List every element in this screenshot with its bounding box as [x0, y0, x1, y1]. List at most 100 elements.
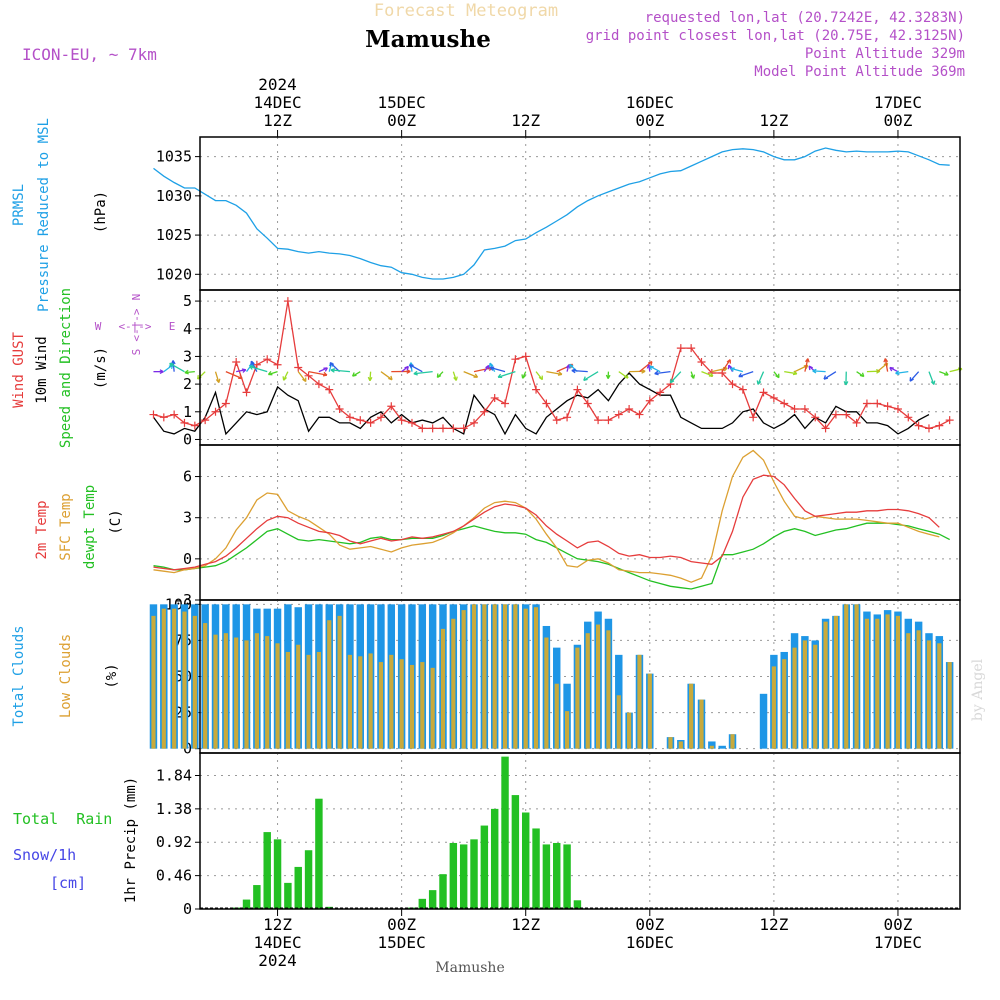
gust-marker — [438, 424, 447, 433]
bottom-time-label: 12Z — [511, 915, 540, 934]
rain-bar — [294, 866, 302, 909]
gust-marker — [294, 363, 303, 372]
wind-direction-arrow — [639, 361, 653, 373]
rain-bar — [439, 874, 447, 909]
wind-arrow-head — [605, 374, 611, 379]
gust-marker — [376, 413, 385, 422]
low-cloud-bar — [409, 664, 415, 749]
bottom-time-label: 15DEC — [378, 933, 426, 952]
low-cloud-bar — [420, 662, 425, 749]
pressure-panel: 1020 1025 1030 1035 — [153, 136, 961, 291]
wind-speed-line — [152, 372, 930, 436]
low-cloud-bar — [875, 618, 880, 749]
rain-bar — [428, 890, 437, 909]
top-time-label: 16DEC — [626, 93, 674, 112]
wind-arrow-head — [756, 380, 762, 385]
rain-bar — [501, 756, 509, 909]
gust-marker — [718, 369, 727, 378]
precip-unit: 1hr Precip (mm) — [123, 777, 139, 903]
wind-unit: (m/s) — [93, 347, 109, 389]
gust-marker — [345, 413, 354, 422]
low-cloud-bar — [533, 607, 539, 749]
low-cloud-bar — [223, 633, 228, 749]
wind-direction-arrow — [701, 371, 714, 377]
wind-arrow-head — [282, 376, 287, 381]
wind-direction-arrow — [895, 371, 909, 375]
gust-marker — [459, 424, 468, 433]
dewpoint-line — [153, 522, 950, 590]
bottom-time-label: 2024 — [258, 951, 297, 970]
low-cloud-bar — [358, 656, 363, 749]
low-cloud-bar — [327, 620, 332, 749]
wind-direction-arrow — [331, 369, 350, 373]
top-time-label: 00Z — [387, 111, 416, 130]
temp-2m-line — [153, 474, 940, 571]
model-altitude: Model Point Altitude 369m — [754, 64, 965, 80]
wind-arrow-head — [690, 374, 696, 379]
wind-direction-arrow — [784, 371, 797, 375]
cloud-low-label: Low Clouds — [58, 634, 74, 718]
gust-marker — [180, 418, 189, 427]
wind-arrow-head — [250, 360, 255, 366]
top-time-label: 12Z — [759, 111, 788, 130]
y-tick-label: 1035 — [156, 148, 192, 166]
precip-cm-label: [cm] — [50, 874, 86, 892]
low-cloud-bar — [792, 647, 797, 749]
low-cloud-bar — [596, 624, 601, 749]
rain-bar — [490, 808, 499, 909]
low-cloud-bar — [492, 604, 497, 749]
gust-marker — [159, 413, 168, 422]
wind-arrow-head — [889, 366, 894, 372]
low-cloud-bar — [637, 654, 642, 749]
bottom-time-label: 00Z — [635, 915, 664, 934]
y-tick-label: 0 — [183, 900, 192, 918]
wind-arrow-head — [730, 367, 735, 372]
low-cloud-bar — [554, 683, 559, 749]
gust-marker — [263, 355, 272, 364]
wind-arrow-head — [388, 375, 393, 381]
wind-direction-arrow — [225, 371, 243, 380]
wind-arrow-head — [184, 369, 189, 375]
gust-marker — [325, 385, 334, 394]
top-time-label: 2024 — [258, 75, 297, 94]
low-cloud-bar — [502, 604, 508, 749]
low-cloud-bar — [203, 623, 208, 749]
wind-arrow-head — [895, 370, 900, 376]
temp-2m-label: 2m Temp — [34, 500, 50, 559]
low-cloud-bar — [172, 608, 177, 749]
gust-marker — [842, 410, 851, 419]
cloud-panel: 0255075100 — [149, 595, 961, 758]
low-cloud-bar — [823, 621, 828, 749]
gust-marker — [501, 399, 510, 408]
gust-marker — [490, 393, 499, 402]
gust-marker — [614, 410, 623, 419]
gust-marker — [852, 418, 861, 427]
rain-bar — [273, 839, 282, 909]
gust-marker — [800, 405, 809, 414]
gust-marker — [201, 416, 210, 425]
requested-coords: requested lon,lat (20.7242E, 42.3283N) — [645, 10, 965, 26]
gust-marker — [676, 344, 685, 353]
bottom-time-label: 12Z — [263, 915, 292, 934]
rain-bar — [263, 832, 271, 909]
y-tick-label: 0 — [183, 550, 192, 568]
gust-marker — [594, 416, 603, 425]
bottom-time-label: 00Z — [387, 915, 416, 934]
rain-bar — [511, 795, 520, 909]
wind-direction-arrow — [497, 371, 516, 378]
wind-arrow-head — [727, 364, 733, 370]
low-cloud-bar — [668, 737, 673, 749]
gust-marker — [935, 421, 944, 430]
low-cloud-bar — [161, 608, 166, 749]
y-tick-label: 0 — [183, 430, 192, 448]
low-cloud-bar — [213, 634, 218, 749]
wind-10m-label: 10m Wind — [34, 336, 50, 403]
wind-direction-arrow — [884, 358, 889, 372]
gust-marker — [604, 416, 613, 425]
gust-marker — [407, 418, 416, 427]
model-label: ICON-EU, ~ 7km — [22, 45, 157, 64]
top-time-label: 12Z — [511, 111, 540, 130]
wind-arrow-head — [330, 368, 336, 373]
gust-marker — [780, 399, 789, 408]
gust-marker — [697, 357, 706, 366]
